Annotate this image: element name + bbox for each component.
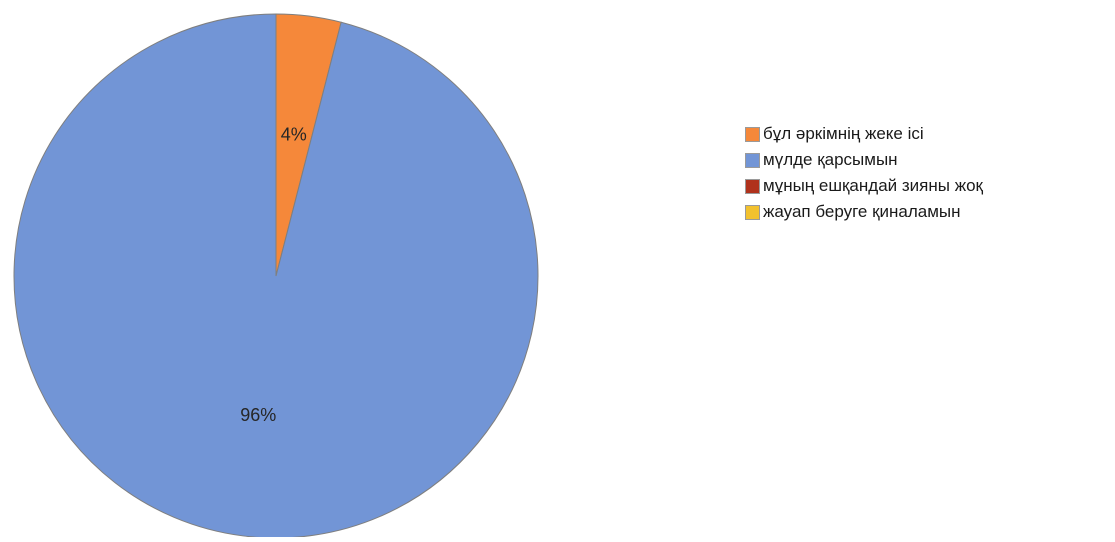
data-label-2: 96% — [240, 405, 276, 425]
chart-legend: бұл әркімнің жеке ісі мүлде қарсымын мұның… — [745, 121, 983, 225]
legend-label-3: мұның ешқандай зияны жоқ — [763, 176, 983, 195]
legend-swatch-2 — [745, 152, 760, 168]
legend-swatch-4 — [745, 204, 760, 220]
data-label-1: 4% — [281, 124, 307, 144]
legend-item-1: бұл әркімнің жеке ісі — [745, 121, 983, 147]
legend-swatch-1 — [745, 126, 760, 142]
legend-swatch-3 — [745, 178, 760, 194]
legend-label-1: бұл әркімнің жеке ісі — [763, 124, 924, 143]
legend-item-2: мүлде қарсымын — [745, 147, 983, 173]
legend-item-4: жауап беруге қиналамын — [745, 199, 983, 225]
legend-label-4: жауап беруге қиналамын — [763, 202, 961, 221]
legend-label-2: мүлде қарсымын — [763, 150, 898, 169]
legend-item-3: мұның ешқандай зияны жоқ — [745, 173, 983, 199]
pie-slice-2 — [13, 13, 539, 539]
